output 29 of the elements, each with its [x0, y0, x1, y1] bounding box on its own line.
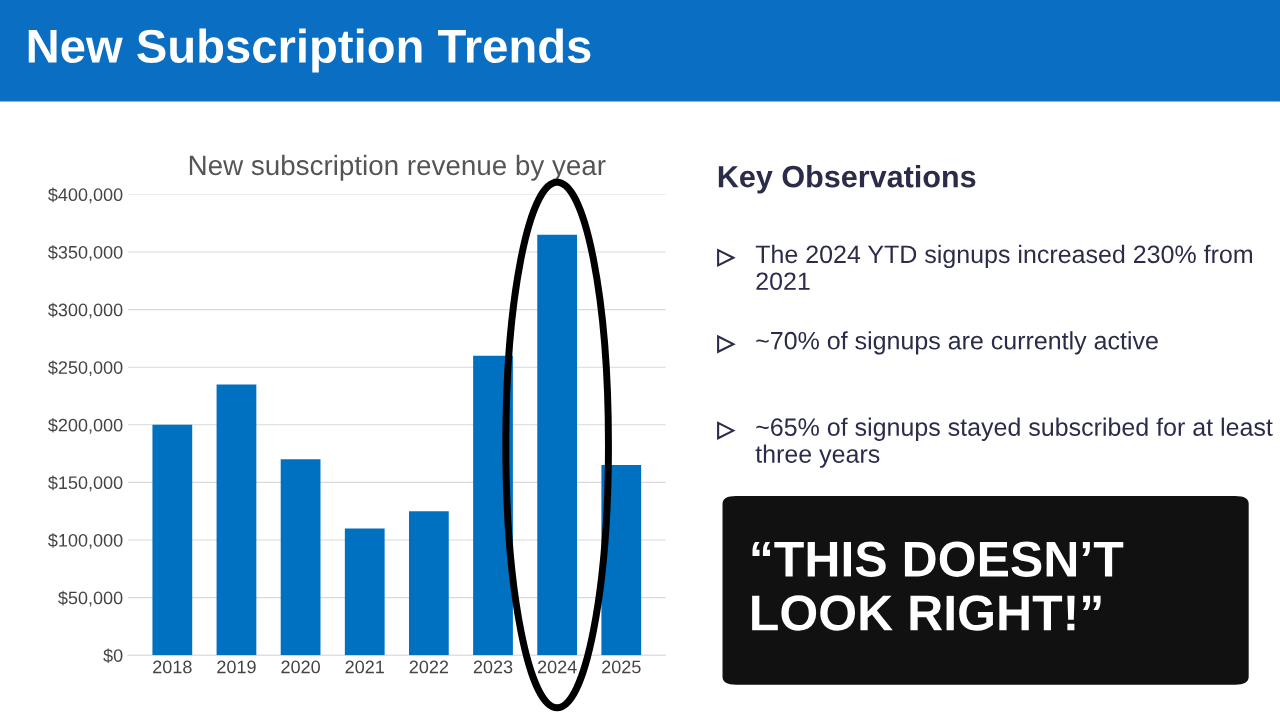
x-tick-label: 2018 — [153, 660, 192, 674]
text: ~65% of signups stayed subscribed for at least three years — [755, 417, 1273, 468]
y-tick-label: $250,000 — [48, 360, 123, 377]
text: The 2024 YTD signups increased 230% from 2021 — [755, 244, 1252, 291]
x-tick-label: 2020 — [281, 660, 320, 674]
text: ~70% of signups are currently active — [756, 331, 1158, 355]
x-tick-label: 2019 — [217, 660, 256, 674]
bar — [344, 528, 385, 656]
text: Key Observations — [718, 165, 976, 194]
bar — [216, 384, 257, 656]
y-tick-label: $400,000 — [48, 187, 123, 204]
x-tick-label: 2021 — [345, 660, 384, 674]
x-tick-label: 2022 — [409, 660, 449, 674]
y-tick-label: $350,000 — [48, 245, 123, 261]
y-tick-label: $100,000 — [48, 533, 123, 549]
bar — [280, 459, 321, 656]
chart-title: New Subscription Trends — [28, 28, 591, 73]
x-tick-label: 2023 — [473, 660, 513, 674]
y-tick-label: $50,000 — [58, 590, 123, 607]
y-tick-label: $150,000 — [48, 475, 123, 492]
chart-subtitle: New subscription revenue by year — [189, 154, 606, 181]
y-tick-label: $300,000 — [48, 302, 123, 319]
text: “THIS DOESN’T LOOK RIGHT!” — [752, 541, 1124, 631]
bar — [152, 424, 193, 656]
x-tick-label: 2024 — [537, 660, 577, 674]
y-tick-label: $200,000 — [48, 417, 123, 434]
y-tick-label: $0 — [103, 648, 123, 663]
x-tick-label: 2025 — [602, 660, 641, 674]
bar — [408, 511, 449, 656]
